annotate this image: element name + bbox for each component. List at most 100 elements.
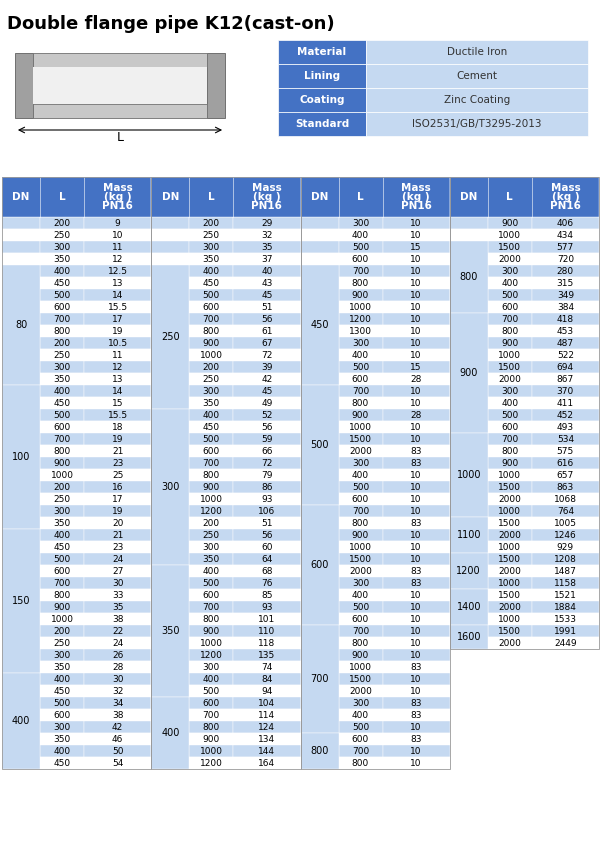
Bar <box>40 589 84 601</box>
Text: 10: 10 <box>410 434 422 444</box>
Bar <box>301 253 338 265</box>
Bar <box>532 313 599 325</box>
Bar <box>189 493 233 505</box>
Text: 1500: 1500 <box>498 243 521 251</box>
Bar <box>488 529 532 541</box>
Bar <box>450 589 488 601</box>
Bar <box>189 433 233 445</box>
Bar <box>301 337 338 349</box>
Text: 64: 64 <box>261 555 272 563</box>
Bar <box>233 373 301 385</box>
Bar <box>301 565 338 577</box>
Bar <box>450 517 488 553</box>
Text: 30: 30 <box>112 675 124 683</box>
Text: 200: 200 <box>53 482 71 492</box>
Text: 1208: 1208 <box>554 555 577 563</box>
Bar <box>233 301 301 313</box>
Bar <box>450 457 488 469</box>
Text: 10: 10 <box>410 758 422 768</box>
Text: 1000: 1000 <box>200 351 223 359</box>
Text: 300: 300 <box>203 386 220 396</box>
Bar <box>2 397 40 409</box>
Text: 900: 900 <box>53 458 71 468</box>
Bar <box>151 733 189 745</box>
Text: 150: 150 <box>12 596 30 606</box>
Text: 10: 10 <box>410 722 422 732</box>
Bar <box>338 529 383 541</box>
Text: Lining: Lining <box>304 71 340 81</box>
Bar <box>488 625 532 637</box>
Text: 10: 10 <box>410 687 422 695</box>
Text: Cement: Cement <box>457 71 497 81</box>
Bar <box>450 601 488 613</box>
Bar <box>383 229 450 241</box>
Bar <box>532 577 599 589</box>
Text: 1600: 1600 <box>457 632 481 642</box>
Bar <box>151 673 189 685</box>
Bar <box>189 553 233 565</box>
Text: 56: 56 <box>261 530 272 540</box>
Text: 2000: 2000 <box>349 446 372 456</box>
Text: 84: 84 <box>261 675 272 683</box>
Bar <box>40 505 84 517</box>
Bar <box>233 589 301 601</box>
Text: 600: 600 <box>53 567 71 575</box>
Bar <box>383 673 450 685</box>
Text: 2449: 2449 <box>554 639 577 647</box>
Bar <box>2 529 40 541</box>
Bar <box>338 445 383 457</box>
Bar <box>338 757 383 769</box>
Text: PN16: PN16 <box>401 201 431 211</box>
Bar <box>450 613 488 625</box>
Text: 700: 700 <box>203 458 220 468</box>
Text: 700: 700 <box>352 267 369 275</box>
Text: 400: 400 <box>203 675 220 683</box>
Bar <box>40 517 84 529</box>
Bar <box>84 505 151 517</box>
Bar <box>2 745 40 757</box>
Bar <box>383 589 450 601</box>
Text: 1000: 1000 <box>349 663 372 671</box>
Bar <box>189 601 233 613</box>
Bar <box>450 277 488 289</box>
Bar <box>40 481 84 493</box>
Text: 200: 200 <box>53 339 71 347</box>
Bar <box>301 217 338 229</box>
Text: 1005: 1005 <box>554 518 577 528</box>
Text: 12.5: 12.5 <box>107 267 128 275</box>
Text: Double flange pipe K12(cast-on): Double flange pipe K12(cast-on) <box>7 15 335 33</box>
Text: 200: 200 <box>53 627 71 635</box>
Bar <box>189 301 233 313</box>
Bar <box>532 337 599 349</box>
Text: 534: 534 <box>557 434 574 444</box>
Text: 720: 720 <box>557 255 574 263</box>
Bar <box>40 361 84 373</box>
Bar <box>532 301 599 313</box>
Text: 900: 900 <box>203 482 220 492</box>
Bar <box>366 64 588 88</box>
Bar <box>301 649 338 661</box>
Text: 400: 400 <box>203 267 220 275</box>
Text: 1500: 1500 <box>498 482 521 492</box>
Text: 83: 83 <box>410 579 422 587</box>
Bar <box>532 409 599 421</box>
Bar <box>2 433 40 445</box>
Text: 12: 12 <box>112 255 124 263</box>
Bar <box>233 601 301 613</box>
Bar <box>301 685 338 697</box>
Bar <box>2 361 40 373</box>
Bar <box>233 697 301 709</box>
Text: 42: 42 <box>261 374 272 384</box>
Bar <box>84 325 151 337</box>
Bar <box>301 325 338 337</box>
Bar <box>189 541 233 553</box>
Bar <box>532 625 599 637</box>
Text: 25: 25 <box>112 470 124 480</box>
Bar <box>233 565 301 577</box>
Text: 16: 16 <box>112 482 124 492</box>
Bar <box>488 265 532 277</box>
Bar <box>84 553 151 565</box>
Bar <box>383 325 450 337</box>
Text: 350: 350 <box>203 255 220 263</box>
Bar <box>532 529 599 541</box>
